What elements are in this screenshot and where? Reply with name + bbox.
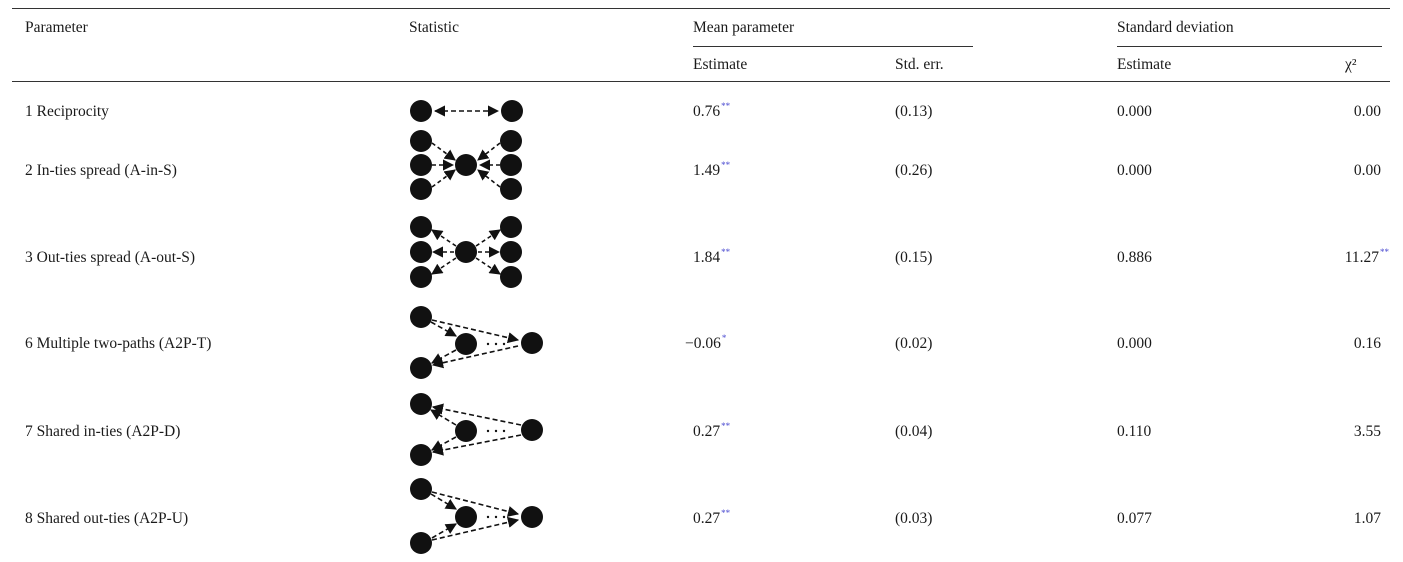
row-2-stderr: (0.26) — [895, 162, 933, 179]
header-chi-squared: χ² — [1345, 56, 1357, 73]
row-1-estimate: 0.76** — [693, 101, 731, 120]
significance-mark: ** — [721, 247, 731, 257]
significance-mark: ** — [721, 508, 731, 518]
significance-mark: ** — [721, 421, 731, 431]
row-2-estimate: 1.49** — [693, 160, 731, 179]
row-4-parameter: 6 Multiple two-paths (A2P-T) — [25, 335, 212, 352]
standard-deviation-group-rule — [1117, 46, 1382, 47]
row-3-sd-estimate: 0.886 — [1117, 249, 1152, 266]
row-6-stderr: (0.03) — [895, 510, 933, 527]
row-2-chi2: 0.00 — [1353, 162, 1381, 179]
row-6-chi2: 1.07 — [1353, 510, 1381, 527]
significance-mark: ** — [721, 160, 731, 170]
header-statistic: Statistic — [409, 19, 459, 36]
row-6-sd-estimate: 0.077 — [1117, 510, 1152, 527]
out-star-diagram-icon — [410, 216, 522, 288]
row-6-estimate: 0.27** — [693, 508, 731, 527]
row-4-sd-estimate: 0.000 — [1117, 335, 1152, 352]
row-5-chi2: 3.55 — [1353, 423, 1381, 440]
header-parameter: Parameter — [25, 19, 88, 36]
reciprocity-diagram-icon — [410, 100, 523, 122]
row-3-stderr: (0.15) — [895, 249, 933, 266]
row-5-parameter: 7 Shared in-ties (A2P-D) — [25, 423, 181, 440]
row-4-chi2: 0.16 — [1353, 335, 1381, 352]
top-rule — [12, 8, 1390, 9]
significance-mark: ** — [721, 101, 731, 111]
row-5-stderr: (0.04) — [895, 423, 933, 440]
header-standard-deviation: Standard deviation — [1117, 19, 1234, 36]
row-2-sd-estimate: 0.000 — [1117, 162, 1152, 179]
row-3-parameter: 3 Out-ties spread (A-out-S) — [25, 249, 196, 266]
mean-parameter-group-rule — [693, 46, 973, 47]
row-6-parameter: 8 Shared out-ties (A2P-U) — [25, 510, 189, 527]
in-star-diagram-icon — [410, 130, 522, 200]
row-4-estimate: −0.06* — [685, 333, 727, 352]
node-icon — [501, 100, 523, 122]
shared-out-ties-diagram-icon — [410, 478, 543, 554]
header-mean-parameter: Mean parameter — [693, 19, 795, 36]
row-2-parameter: 2 In-ties spread (A-in-S) — [25, 162, 177, 179]
row-1-sd-estimate: 0.000 — [1117, 103, 1152, 120]
significance-mark: * — [721, 333, 727, 343]
row-1-parameter: 1 Reciprocity — [25, 103, 109, 120]
header-mean-estimate: Estimate — [693, 56, 748, 73]
row-1-stderr: (0.13) — [895, 103, 933, 120]
row-3-estimate: 1.84** — [693, 247, 731, 266]
row-1-chi2: 0.00 — [1353, 103, 1381, 120]
significance-mark: ** — [1380, 247, 1389, 257]
row-5-estimate: 0.27** — [693, 421, 731, 440]
header-std-err: Std. err. — [895, 56, 944, 73]
header-sd-estimate: Estimate — [1117, 56, 1172, 73]
row-4-stderr: (0.02) — [895, 335, 933, 352]
header-bottom-rule — [12, 81, 1390, 82]
two-path-transitive-diagram-icon — [410, 306, 543, 379]
shared-in-ties-diagram-icon — [410, 393, 543, 466]
node-icon — [410, 100, 432, 122]
row-3-chi2: 11.27** — [1344, 247, 1389, 266]
row-5-sd-estimate: 0.110 — [1117, 423, 1152, 440]
